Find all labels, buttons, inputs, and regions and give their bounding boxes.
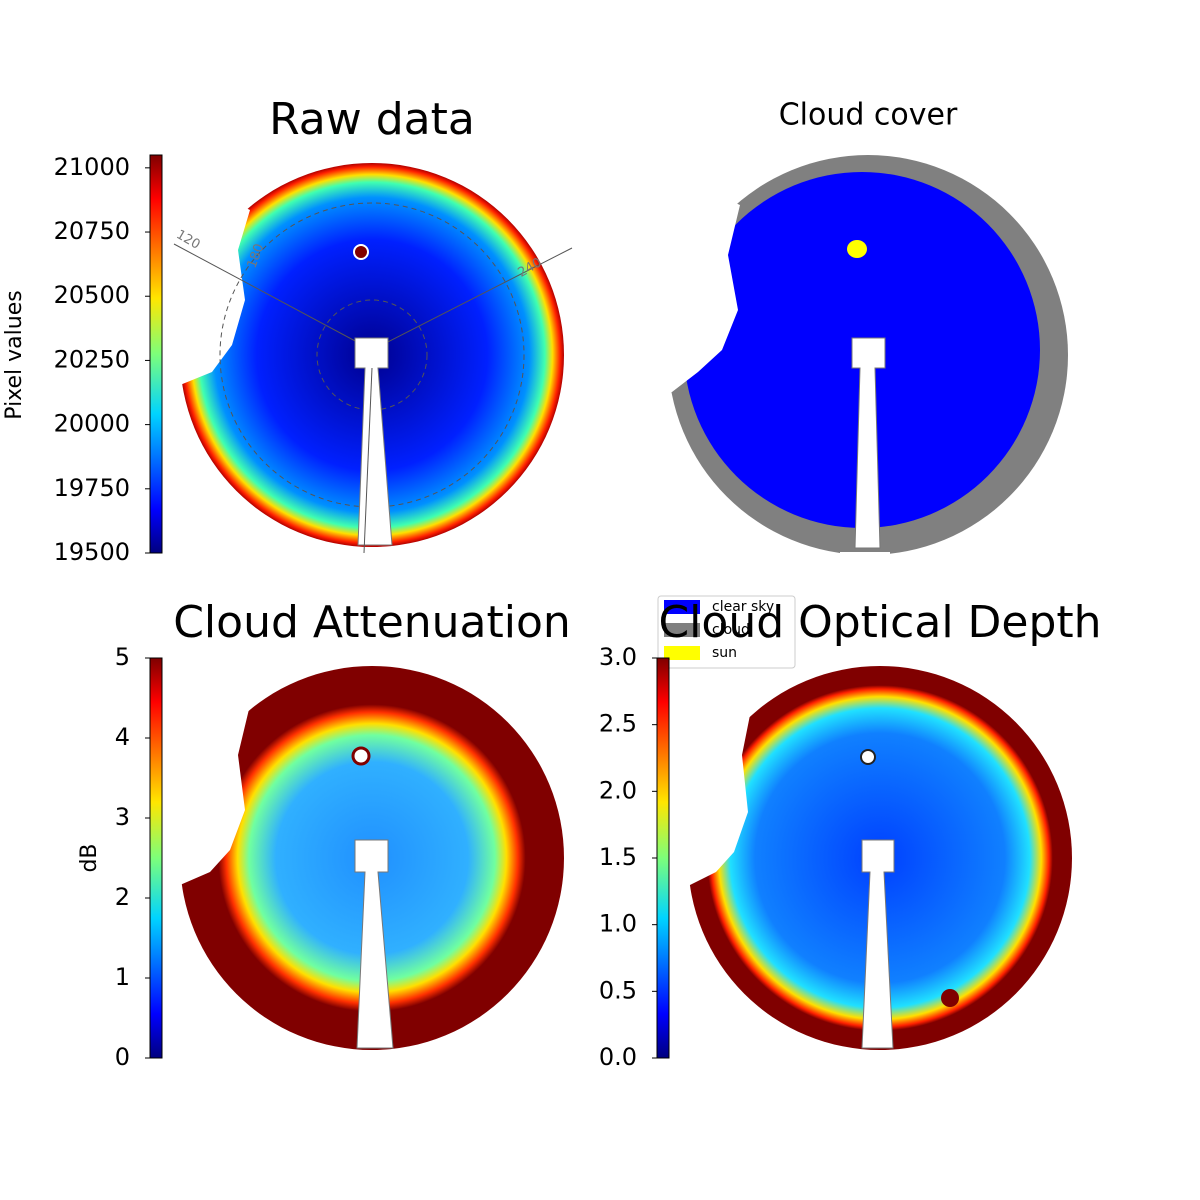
- colorbar: [656, 657, 670, 1059]
- tick-label: 1.0: [599, 910, 637, 938]
- tick-label: 0: [115, 1043, 130, 1071]
- legend-swatch: [664, 646, 700, 660]
- legend-label: clear sky: [712, 599, 774, 615]
- tick-label: 3.0: [599, 643, 637, 671]
- colorbar-label: dB: [77, 843, 102, 872]
- tick-label: 2.0: [599, 776, 637, 804]
- cloud-cover-image: [650, 155, 1068, 564]
- attenuation-image: [160, 666, 564, 1062]
- tick-label: 5: [115, 643, 130, 671]
- tick-label: 2.5: [599, 710, 637, 738]
- tick-label: 0.5: [599, 976, 637, 1004]
- legend-swatch: [664, 623, 700, 637]
- raw-image: [160, 163, 573, 560]
- tick-label: 3: [115, 803, 130, 831]
- tick-label: 4: [115, 723, 130, 751]
- legend-swatch: [664, 600, 700, 614]
- panel-title: Cloud Optical Depth: [658, 597, 1101, 648]
- tick-label: 20500: [54, 281, 130, 309]
- tick-label: 21000: [54, 153, 130, 181]
- tick-label: 0.0: [599, 1043, 637, 1071]
- tick-label: 20000: [54, 410, 130, 438]
- tick-label: 19750: [54, 474, 130, 502]
- tick-label: 2: [115, 883, 130, 911]
- optical-depth-image: [670, 666, 1072, 1062]
- legend-label: sun: [712, 645, 737, 661]
- panel-title: Cloud Attenuation: [173, 597, 571, 648]
- colorbar: [149, 657, 163, 1059]
- colorbar-label: Pixel values: [2, 290, 27, 419]
- panel-title: Raw data: [269, 94, 475, 145]
- tick-label: 20750: [54, 217, 130, 245]
- tick-label: 1: [115, 963, 130, 991]
- panel-title: Cloud cover: [779, 98, 958, 133]
- tick-label: 20250: [54, 345, 130, 373]
- colorbar: [149, 154, 163, 554]
- legend-label: cloud: [712, 622, 750, 638]
- tick-label: 19500: [54, 538, 130, 566]
- tick-label: 1.5: [599, 843, 637, 871]
